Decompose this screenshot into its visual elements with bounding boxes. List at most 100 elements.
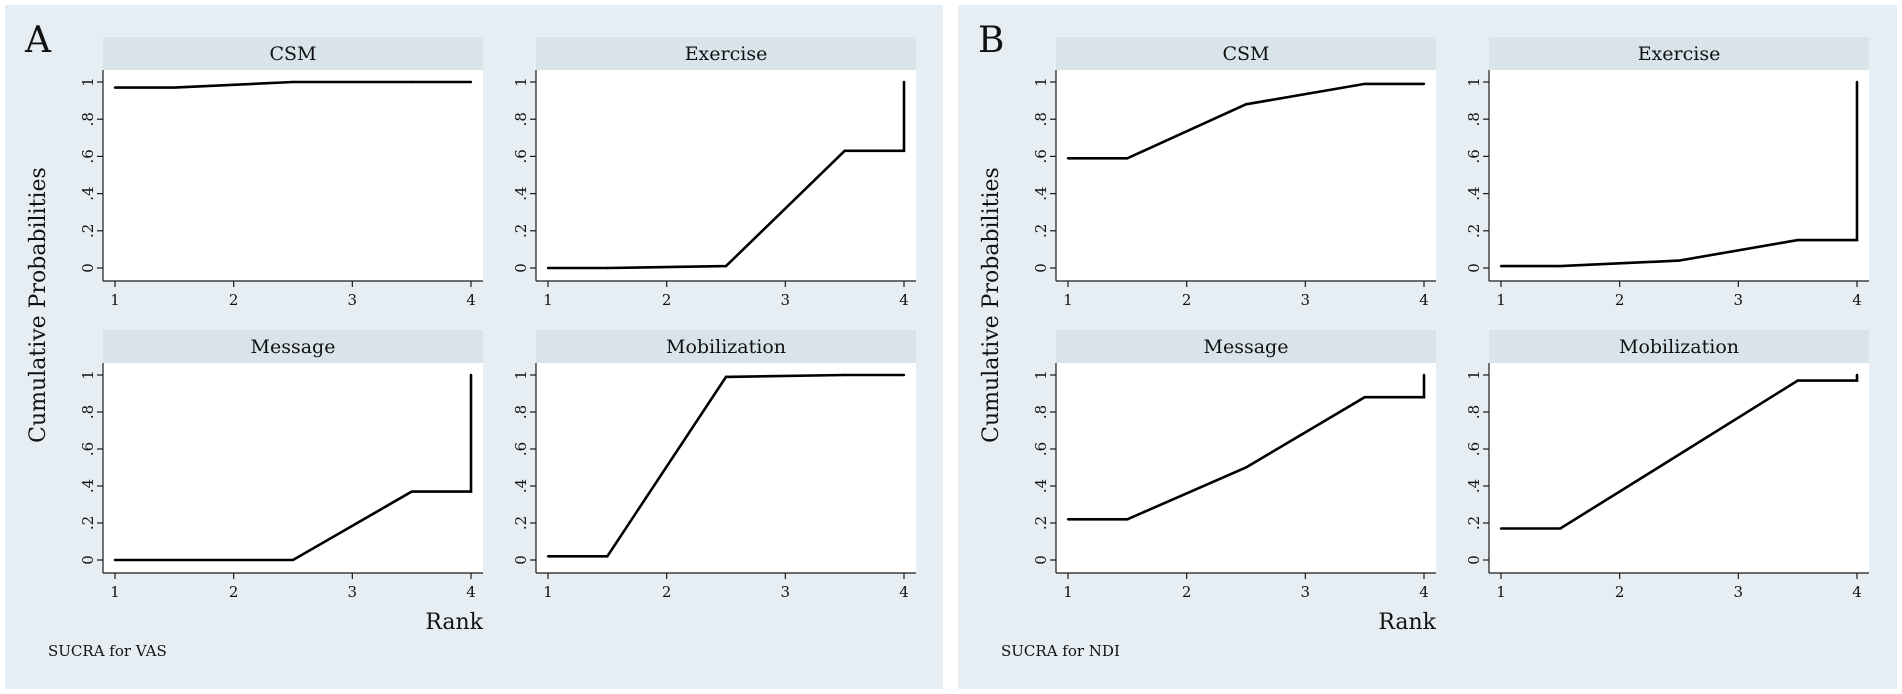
- subplot-mobilization: Mobilization 0 .2 .4 .6 .8 1 1 2 3 4: [1465, 330, 1869, 601]
- x-tick-label: 1: [1063, 291, 1073, 309]
- subplot-title: CSM: [269, 43, 316, 65]
- series-line-mobilization: [1501, 375, 1859, 530]
- x-tick-label: 1: [1063, 583, 1073, 601]
- y-tick-label: .4: [1032, 186, 1050, 200]
- subplot-title-strip: [103, 330, 483, 363]
- x-tick-label: 2: [229, 291, 239, 309]
- x-tick-label: 4: [899, 583, 909, 601]
- x-tick-label: 2: [1182, 583, 1192, 601]
- series-line-message: [1068, 375, 1426, 521]
- y-tick-label: .8: [512, 112, 530, 126]
- panel-label: B: [978, 20, 1004, 61]
- subplot-title-strip: [536, 37, 916, 70]
- y-tick-label: 1: [512, 77, 530, 87]
- y-tick-label: .6: [79, 442, 97, 456]
- y-tick-label: .8: [1465, 112, 1483, 126]
- y-tick-label: .6: [1032, 149, 1050, 163]
- plot-region: [1489, 70, 1869, 281]
- x-tick-label: 4: [466, 291, 476, 309]
- subplot-exercise: Exercise 0 .2 .4 .6 .8 1 1 2 3 4: [512, 37, 916, 309]
- y-tick-label: .8: [1032, 112, 1050, 126]
- subplot-title-strip: [1489, 330, 1869, 363]
- y-tick-label: .6: [79, 149, 97, 163]
- y-axis-title: Cumulative Probabilities: [26, 167, 51, 443]
- y-tick-label: 1: [1465, 77, 1483, 87]
- y-tick-label: .8: [1032, 405, 1050, 419]
- x-tick-label: 3: [1734, 291, 1744, 309]
- y-tick-label: .4: [1465, 186, 1483, 200]
- x-tick-label: 4: [1419, 583, 1429, 601]
- x-tick-label: 2: [1615, 291, 1625, 309]
- series-line-csm: [115, 80, 471, 89]
- y-tick-label: 0: [512, 263, 530, 273]
- x-axis-title: Rank: [425, 610, 483, 635]
- subplot-title: Mobilization: [1619, 336, 1739, 358]
- x-tick-label: 3: [348, 291, 358, 309]
- x-tick-label: 3: [781, 583, 791, 601]
- x-tick-label: 1: [543, 583, 553, 601]
- x-tick-label: 4: [1419, 291, 1429, 309]
- subplot-csm: CSM 0 .2 .4 .6 .8 1 1 2 3 4: [79, 37, 483, 309]
- y-tick-label: 1: [79, 370, 97, 380]
- x-tick-label: 3: [348, 583, 358, 601]
- series-line-csm: [1068, 82, 1424, 160]
- plot-region: [536, 70, 916, 281]
- subplot-title: CSM: [1222, 43, 1269, 65]
- x-tick-label: 2: [1182, 291, 1192, 309]
- y-tick-label: .6: [512, 442, 530, 456]
- sucra-note: SUCRA for NDI: [1001, 642, 1120, 660]
- y-tick-label: .4: [512, 186, 530, 200]
- x-tick-label: 1: [1496, 583, 1506, 601]
- series-line-mobilization: [548, 373, 904, 558]
- y-tick-label: .8: [512, 405, 530, 419]
- x-tick-label: 4: [466, 583, 476, 601]
- subplot-message: Message 0 .2 .4 .6 .8 1 1 2 3 4: [79, 330, 483, 601]
- y-tick-label: 1: [1465, 370, 1483, 380]
- y-tick-label: 0: [79, 555, 97, 565]
- subplot-exercise: Exercise 0 .2 .4 .6 .8 1 1 2 3 4: [1465, 37, 1869, 309]
- subplot-csm: CSM 0 .2 .4 .6 .8 1 1 2 3 4: [1032, 37, 1436, 309]
- x-tick-label: 1: [110, 291, 120, 309]
- panel-b: B CSM 0 .2 .4 .6 .8 1 1 2 3 4 Exercise 0 .2 .4 .6 .8 1 1 2 3 4…: [958, 5, 1897, 689]
- y-tick-label: .4: [1465, 479, 1483, 493]
- plot-region: [536, 363, 916, 573]
- x-tick-label: 3: [1301, 583, 1311, 601]
- y-tick-label: .2: [512, 516, 530, 530]
- y-tick-label: .6: [1465, 149, 1483, 163]
- x-tick-label: 1: [1496, 291, 1506, 309]
- y-tick-label: .8: [1465, 405, 1483, 419]
- plot-region: [103, 70, 483, 281]
- subplot-title: Exercise: [1638, 43, 1721, 65]
- x-tick-label: 1: [110, 583, 120, 601]
- subplot-title-strip: [536, 330, 916, 363]
- subplot-message: Message 0 .2 .4 .6 .8 1 1 2 3 4: [1032, 330, 1436, 601]
- y-tick-label: .6: [1465, 442, 1483, 456]
- y-tick-label: 1: [512, 370, 530, 380]
- x-tick-label: 4: [1852, 583, 1862, 601]
- y-tick-label: .8: [79, 405, 97, 419]
- y-tick-label: .2: [1465, 224, 1483, 238]
- plot-region: [103, 363, 483, 573]
- y-tick-label: .4: [1032, 479, 1050, 493]
- y-tick-label: .2: [79, 224, 97, 238]
- x-tick-label: 4: [1852, 291, 1862, 309]
- plot-region: [1056, 70, 1436, 281]
- series-line-exercise: [1501, 82, 1859, 268]
- subplot-title-strip: [1489, 37, 1869, 70]
- subplot-title-strip: [1056, 330, 1436, 363]
- subplot-title-strip: [103, 37, 483, 70]
- y-tick-label: .2: [1465, 516, 1483, 530]
- y-tick-label: 1: [1032, 77, 1050, 87]
- plot-region: [1489, 363, 1869, 573]
- y-tick-label: .2: [79, 516, 97, 530]
- series-line-message: [115, 375, 473, 562]
- subplot-title: Message: [251, 336, 336, 358]
- subplot-title: Exercise: [685, 43, 768, 65]
- x-tick-label: 3: [1734, 583, 1744, 601]
- y-tick-label: 0: [79, 263, 97, 273]
- y-tick-label: 0: [1465, 263, 1483, 273]
- y-axis-title: Cumulative Probabilities: [979, 167, 1004, 443]
- series-line-exercise: [548, 82, 906, 270]
- y-tick-label: .6: [512, 149, 530, 163]
